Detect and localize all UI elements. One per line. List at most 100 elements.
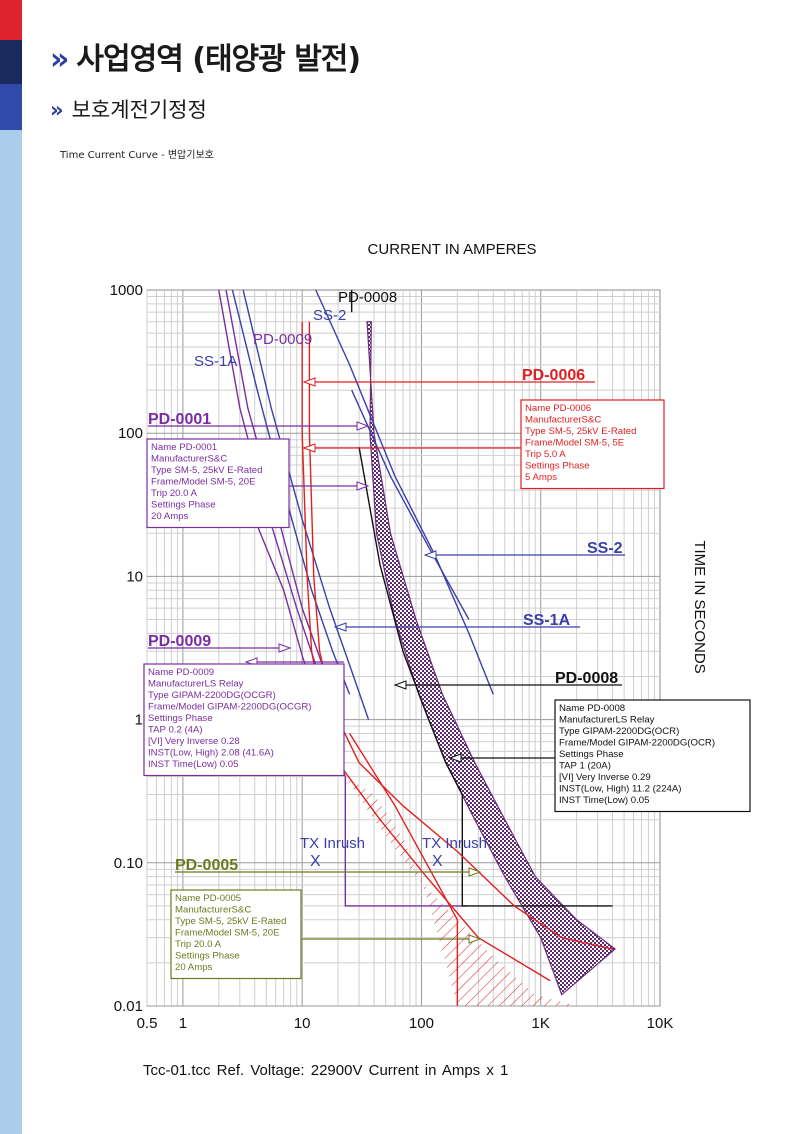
info-box-line: Frame/Model SM-5, 5E (525, 438, 624, 449)
info-box-line: 20 Amps (151, 511, 189, 522)
info-box-pd-0006 (520, 399, 665, 490)
y-axis-label: TIME IN SECONDS (691, 540, 708, 673)
callout-label: SS-1A (523, 612, 571, 629)
pd-0006-hatched-band (345, 776, 577, 1006)
callout-label: PD-0001 (148, 411, 211, 428)
info-box-line: Frame/Model GIPAM-2200DG(OCR) (559, 738, 715, 749)
y-tick-label: 100 (118, 425, 143, 442)
y-tick-label: 0.01 (114, 998, 143, 1015)
info-box-line: ManufacturerS&C (151, 454, 227, 465)
info-box-pd-0001 (146, 438, 290, 529)
callout-label: PD-0006 (522, 367, 585, 384)
info-box-line: Frame/Model GIPAM-2200DG(OCGR) (148, 702, 311, 713)
curve-annotation: SS-1A (194, 353, 237, 370)
sidebar-red-block (0, 0, 22, 40)
chart-callouts: PD-0001 PD-0009 PD-0005 PD-0006 SS-2 SS-1A PD-… (148, 289, 625, 877)
series-line-ss-2 (315, 290, 494, 695)
info-box-line: [VI] Very Inverse 0.28 (148, 736, 240, 747)
info-box-line: Trip 5.0 A (525, 449, 566, 460)
info-box-line: ManufacturerS&C (175, 905, 251, 916)
info-box-line: INST Time(Low) 0.05 (148, 759, 238, 770)
info-box-line: TAP 1 (20A) (559, 761, 611, 772)
info-box-pd-0008 (554, 699, 751, 813)
info-box-line: Type SM-5, 25kV E-Rated (151, 465, 262, 476)
y-tick-label: 10 (126, 568, 143, 585)
info-box-arrowhead (448, 753, 462, 763)
callout-arrowhead (278, 643, 292, 653)
series-line-ss-1a (231, 290, 351, 695)
info-box-line: Type SM-5, 25kV E-Rated (525, 426, 636, 437)
info-box-arrowhead (302, 443, 316, 453)
y-tick-label: 1000 (110, 282, 143, 299)
info-box-line: Settings Phase (148, 713, 213, 724)
info-box-line: INST(Low, High) 11.2 (224A) (559, 784, 681, 795)
info-box-line: Name PD-0005 (175, 893, 241, 904)
info-box-line: Name PD-0001 (151, 442, 217, 453)
info-box-line: TAP 0.2 (4A) (148, 725, 203, 736)
series-line-ss-1a (242, 290, 370, 720)
chart-title: CURRENT IN AMPERES (368, 241, 537, 258)
chart-bands (345, 321, 617, 1006)
info-box-line: Type GIPAM-2200DG(OCR) (559, 726, 679, 737)
info-box-line: Type SM-5, 25kV E-Rated (175, 916, 286, 927)
series-line-pd-0006 (308, 321, 613, 950)
info-box-line: Name PD-0009 (148, 667, 214, 678)
curve-annotation: PD-0008 (338, 289, 397, 306)
chart-footer: Tcc-01.tcc Ref. Voltage: 22900V Current … (143, 1062, 509, 1079)
y-tick-label: 1 (135, 712, 143, 729)
info-box-pd-0009 (143, 663, 345, 777)
callout-label: PD-0009 (148, 633, 211, 650)
curve-annotation: TX Inrush (422, 835, 487, 852)
callout-arrowhead (393, 680, 407, 690)
chart-caption: Time Current Curve - 변압기보호 (60, 150, 214, 161)
x-tick-label: 10 (294, 1015, 311, 1032)
curve-annotation: SS-2 (313, 307, 346, 324)
info-box-line: Trip 20.0 A (151, 488, 198, 499)
x-tick-label: 0.5 (137, 1015, 158, 1032)
info-box-line: Settings Phase (175, 951, 240, 962)
section-title-text: 보호계전기정정 (71, 98, 207, 122)
info-box-line: Settings Phase (525, 461, 590, 472)
info-box-pd-0005 (170, 889, 302, 980)
info-box-line: Type GIPAM-2200DG(OCGR) (148, 690, 276, 701)
info-box-line: Trip 20.0 A (175, 939, 222, 950)
info-box-line: ManufacturerLS Relay (559, 715, 655, 726)
sidebar-navy-block (0, 40, 22, 84)
curve-annotation: PD-0009 (253, 331, 312, 348)
info-box-arrowhead (468, 934, 482, 944)
series-line-pd-0008 (358, 446, 613, 907)
info-box-line: Settings Phase (151, 500, 216, 511)
y-tick-label: 0.10 (114, 855, 143, 872)
info-box-arrowhead (356, 481, 370, 491)
callout-label: PD-0008 (555, 670, 618, 687)
x-tick-label: 1 (179, 1015, 187, 1032)
callout-arrowhead (468, 867, 482, 877)
sidebar-blue-block (0, 84, 22, 130)
chevron-icon: » (50, 98, 64, 122)
info-box-line: 5 Amps (525, 472, 557, 483)
pd-0005-fuse-band (366, 321, 617, 996)
series-line-ss-2 (351, 389, 470, 620)
info-box-line: Name PD-0008 (559, 703, 625, 714)
curve-annotation: TX Inrush (300, 835, 365, 852)
page-title-text: 사업영역 (태양광 발전) (76, 42, 361, 77)
x-tick-label: 1K (532, 1015, 550, 1032)
info-box-line: [VI] Very Inverse 0.29 (559, 772, 651, 783)
sidebar-strip (0, 0, 22, 1134)
tx-inrush-marker: X (432, 853, 443, 870)
info-box-line: INST Time(Low) 0.05 (559, 795, 649, 806)
x-tick-label: 100 (409, 1015, 434, 1032)
callout-label: PD-0005 (175, 857, 238, 874)
section-title: » 보호계전기정정 (50, 94, 207, 124)
callout-arrowhead (356, 421, 370, 431)
callout-arrowhead (333, 622, 347, 632)
callout-label: SS-2 (587, 540, 623, 557)
chart-ticks: 0.5 1 10 100 1K 10K 1000 100 10 1 0.10 0.01 (110, 282, 674, 1032)
series-line-pd-0006 (349, 733, 459, 1006)
callout-arrowhead (302, 377, 316, 387)
info-box-line: Settings Phase (559, 749, 624, 760)
x-tick-label: 10K (647, 1015, 674, 1032)
info-box-line: ManufacturerS&C (525, 415, 601, 426)
